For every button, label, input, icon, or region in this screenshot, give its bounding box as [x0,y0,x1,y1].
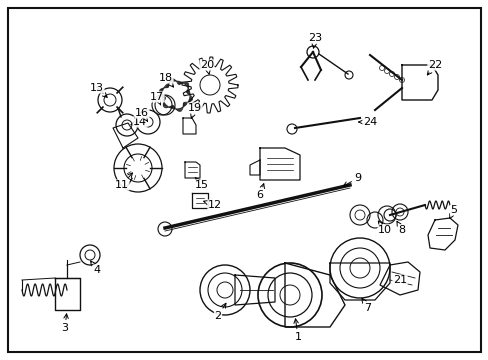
Text: 4: 4 [90,261,101,275]
Text: 24: 24 [358,117,376,127]
Text: 19: 19 [187,103,202,118]
Text: 14: 14 [131,117,147,127]
Text: 2: 2 [214,303,225,321]
Text: 16: 16 [135,108,149,121]
Text: 22: 22 [427,60,441,75]
Text: 15: 15 [195,177,208,190]
Text: 20: 20 [200,60,214,74]
Text: 1: 1 [293,319,301,342]
Text: 21: 21 [392,275,406,285]
Text: 11: 11 [115,173,132,190]
Text: 10: 10 [377,221,391,235]
Text: 7: 7 [361,298,371,313]
Text: 17: 17 [150,92,164,105]
Text: 9: 9 [343,173,361,186]
Text: 18: 18 [159,73,173,87]
Text: 13: 13 [90,83,107,97]
Text: 3: 3 [61,314,68,333]
Text: 8: 8 [396,221,405,235]
Text: 6: 6 [256,184,264,200]
Text: 23: 23 [307,33,322,48]
Text: 5: 5 [449,205,457,219]
Text: 12: 12 [203,200,222,210]
